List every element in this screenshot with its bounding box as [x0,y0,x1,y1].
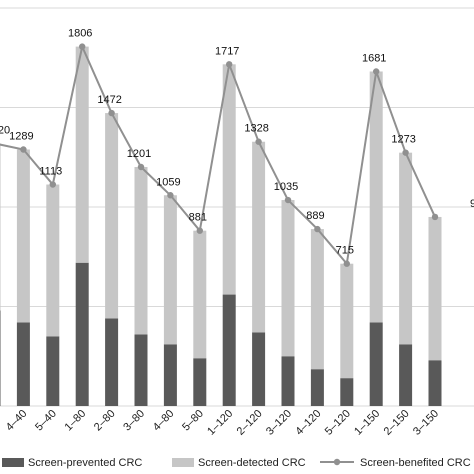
legend-label-screen-prevented: Screen-prevented CRC [28,457,142,469]
bar-screen-prevented [222,294,236,406]
bar-screen-prevented [105,318,119,406]
data-label: 1059 [156,176,180,188]
bar-screen-prevented [75,262,89,406]
data-label: 889 [306,210,324,222]
line-point-screen-benefited [79,43,86,50]
bar-screen-prevented [134,334,148,406]
bar-screen-prevented [369,322,383,406]
legend-swatch-screen-detected [172,458,194,467]
x-tick-label: 3–120 [264,408,294,438]
line-point-screen-benefited [20,146,27,153]
bar-screen-detected [399,152,413,345]
line-point-screen-benefited [137,163,145,171]
x-tick-label: 5–40 [33,408,59,434]
x-tick-label: 2–80 [92,408,118,434]
bar-screen-detected [46,184,60,337]
bar-screen-prevented [252,332,266,406]
x-tick-label: 4–120 [293,408,323,438]
line-point-screen-benefited [431,213,439,221]
data-label: 1472 [97,94,121,106]
data-label: 1806 [68,28,92,40]
bar-screen-detected [369,71,383,323]
x-tick-label: 4–40 [4,408,30,434]
bar-screen-prevented [16,322,30,406]
legend-swatch-screen-prevented [2,458,24,467]
data-label: 1328 [244,123,268,135]
bar-screen-detected [0,143,1,311]
x-tick-label: 1–80 [63,408,89,434]
bar-screen-detected [310,229,324,370]
line-point-screen-benefited [49,181,56,188]
data-label: 715 [336,245,354,257]
bar-screen-prevented [46,336,60,406]
line-point-screen-benefited [373,68,380,75]
data-label: 1289 [9,130,33,142]
bar-screen-detected [428,216,442,361]
x-tick-label: 2–150 [382,408,412,438]
line-point-screen-benefited [255,138,262,145]
line-point-screen-benefited [226,61,233,68]
bar-screen-detected [222,64,236,295]
bar-screen-detected [340,263,354,379]
data-label: 1113 [39,166,62,178]
line-point-screen-benefited [343,260,350,267]
bar-screen-prevented [163,344,177,406]
data-label: 881 [189,212,207,224]
bar-screen-detected [75,46,89,263]
data-label: 20 [0,124,10,136]
bar-screen-prevented [310,369,324,406]
line-point-screen-benefited [284,196,292,204]
bar-screen-detected [16,149,30,323]
bar-screen-prevented [193,358,207,406]
data-label: 1681 [362,52,386,64]
bar-screen-detected [105,113,119,319]
legend-marker-screen-benefited [333,458,341,466]
bar-screen-prevented [428,360,442,406]
bar-screen-detected [163,195,177,345]
bar-screen-prevented [0,310,1,406]
data-label: 1201 [127,148,151,160]
x-tick-label: 4–80 [151,408,177,434]
x-tick-label: 5–120 [323,408,353,438]
legend-label-screen-detected: Screen-detected CRC [198,457,306,469]
bar-screen-detected [281,200,295,357]
x-tick-label: 1–150 [352,408,382,438]
bar-screen-detected [252,141,266,333]
bar-screen-detected [193,230,207,359]
line-point-screen-benefited [402,149,409,156]
line-point-screen-benefited [167,192,174,199]
bar-screen-prevented [281,356,295,406]
line-point-screen-benefited [314,225,321,233]
series-line-screen-benefited [0,43,436,267]
data-label: 1273 [391,134,415,146]
legend-label-screen-benefited: Screen-benefited CRC [360,457,471,469]
benefited-line-group [0,43,439,267]
line-point-screen-benefited [196,227,203,234]
line-point-screen-benefited [108,109,115,117]
x-tick-label-group: 3–404–405–401–802–803–804–805–801–1202–1… [0,408,441,438]
bar-screen-prevented [340,378,354,406]
x-tick-label: 5–80 [180,408,206,434]
data-label: 9 [470,198,474,210]
bar-group [0,46,442,406]
data-label: 1035 [274,181,298,193]
legend: Screen-prevented CRC Screen-detected CRC S… [2,457,471,469]
x-tick-label: 2–120 [235,408,265,438]
x-tick-label: 1–120 [205,408,235,438]
x-tick-label: 3–80 [121,408,147,434]
bar-screen-prevented [399,344,413,406]
data-label: 1717 [215,45,239,57]
bar-screen-detected [134,167,148,335]
x-tick-label: 3–150 [411,408,441,438]
